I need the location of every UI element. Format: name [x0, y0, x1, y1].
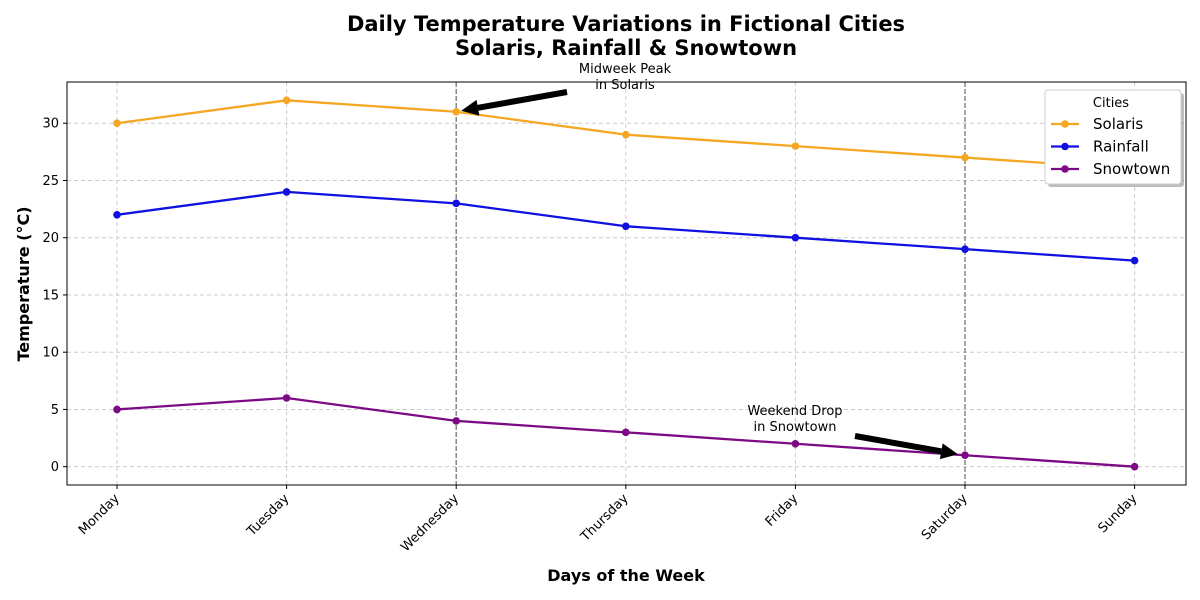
- legend-swatch-marker: [1061, 165, 1069, 173]
- data-point-snowtown: [283, 394, 291, 402]
- x-tick-label: Tuesday: [244, 491, 293, 540]
- data-point-snowtown: [961, 451, 969, 459]
- annotation-text: Midweek Peak in Solaris: [579, 62, 672, 93]
- data-point-rainfall: [792, 234, 800, 242]
- data-point-rainfall: [961, 245, 969, 253]
- data-point-solaris: [792, 142, 800, 150]
- y-tick-label: 25: [42, 174, 59, 189]
- data-point-rainfall: [1131, 257, 1139, 265]
- data-point-solaris: [283, 97, 291, 105]
- x-tick-label: Wednesday: [398, 491, 462, 555]
- reference-lines: [456, 82, 965, 485]
- x-axis-ticks: Monday Tuesday Wednesday Thursday Friday Satu…: [76, 485, 1141, 555]
- data-point-rainfall: [452, 200, 460, 208]
- annotation-text: Weekend Drop in Snowtown: [747, 404, 842, 435]
- grid-lines: [67, 82, 1186, 485]
- y-axis-ticks: 0 5 10 15 20 25 30: [42, 117, 67, 475]
- x-tick-label: Saturday: [919, 491, 971, 543]
- x-axis-label: Days of the Week: [547, 566, 705, 585]
- data-point-rainfall: [113, 211, 121, 219]
- y-tick-label: 20: [42, 231, 59, 246]
- data-point-rainfall: [283, 188, 291, 196]
- data-point-solaris: [622, 131, 630, 139]
- plot-frame: [67, 82, 1186, 485]
- data-point-snowtown: [1131, 463, 1139, 471]
- legend-title: Cities: [1093, 96, 1129, 111]
- data-point-solaris: [452, 108, 460, 116]
- data-point-snowtown: [113, 406, 121, 414]
- annotation-arrow-head: [940, 443, 958, 459]
- chart-subtitle: Solaris, Rainfall & Snowtown: [455, 36, 797, 60]
- y-tick-label: 0: [51, 460, 59, 475]
- data-point-solaris: [961, 154, 969, 162]
- legend-label: Snowtown: [1093, 160, 1170, 178]
- legend-swatch-marker: [1061, 143, 1069, 151]
- annotation-arrow-shaft: [478, 92, 567, 108]
- y-tick-label: 30: [42, 117, 59, 132]
- data-point-snowtown: [622, 429, 630, 437]
- x-tick-label: Sunday: [1095, 491, 1140, 536]
- data-point-snowtown: [792, 440, 800, 448]
- legend-label: Rainfall: [1093, 138, 1149, 156]
- x-tick-label: Friday: [763, 491, 802, 530]
- y-tick-label: 15: [42, 288, 59, 303]
- y-tick-label: 5: [51, 403, 59, 418]
- y-axis-label: Temperature (°C): [14, 206, 33, 361]
- x-tick-label: Thursday: [578, 491, 632, 545]
- legend: Cities Solaris Rainfall Snowtown: [1045, 90, 1184, 187]
- x-tick-label: Monday: [76, 491, 123, 538]
- y-tick-label: 10: [42, 346, 59, 361]
- data-point-snowtown: [452, 417, 460, 425]
- data-point-solaris: [113, 119, 121, 127]
- chart-title: Daily Temperature Variations in Fictiona…: [347, 12, 905, 36]
- data-point-rainfall: [622, 222, 630, 230]
- legend-label: Solaris: [1093, 115, 1143, 133]
- legend-swatch-marker: [1061, 120, 1069, 128]
